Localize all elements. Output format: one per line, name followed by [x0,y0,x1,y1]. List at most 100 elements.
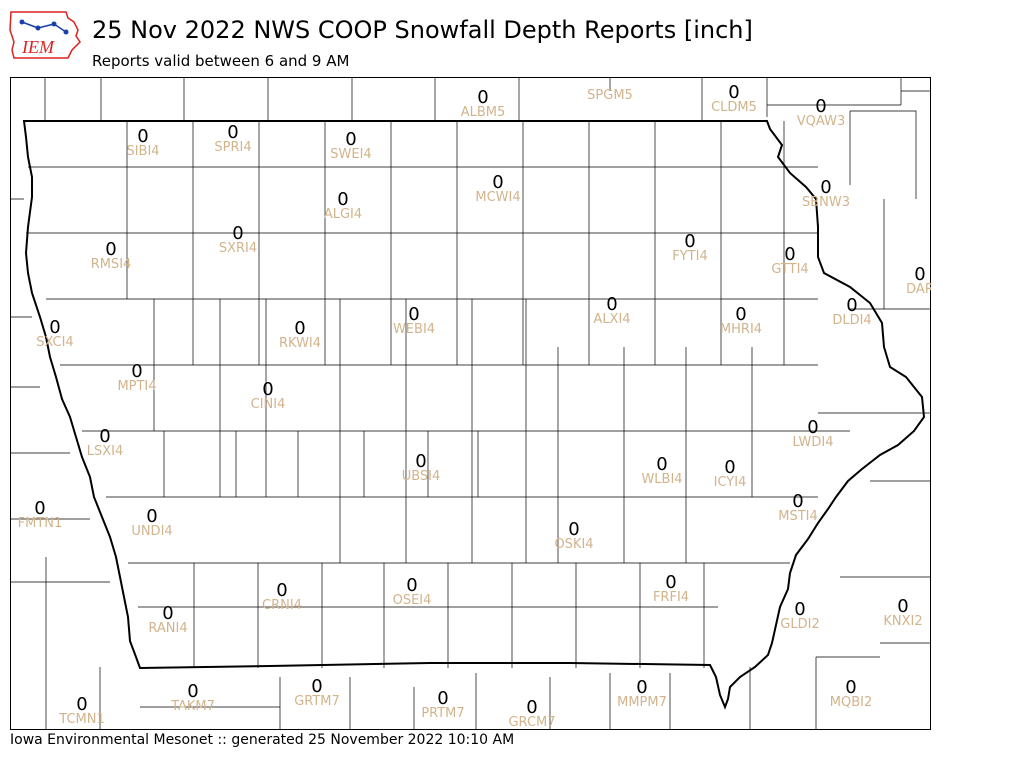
station-id-label: MSTI4 [778,509,818,524]
map-subtitle: Reports valid between 6 and 9 AM [92,52,350,70]
station-id-label: TCMN1 [58,712,104,727]
snowfall-map: 0 ALBM5 SPGM5 0 CLDM5 0 VQAW3 0 SIBI4 0 SPRI4 0 SWEI… [10,77,931,730]
station-value: 0 [656,454,667,475]
station-value: 0 [227,122,238,143]
station-value: 0 [784,244,795,265]
neighbor-county-lines [10,77,931,318]
station-id-label: OSEI4 [393,593,432,608]
station-id-label: FYTI4 [672,249,707,264]
station-value: 0 [665,572,676,593]
station-id-label: SIBI4 [126,144,159,159]
station-id-label: UNDI4 [131,524,172,539]
station-value: 0 [232,223,243,244]
station-value: 0 [794,599,805,620]
station-id-label: KNXI2 [883,614,922,629]
station-id-label: MQBI2 [830,695,872,710]
station-value: 0 [845,677,856,698]
station-value: 0 [406,575,417,596]
station-id-label: ALBM5 [461,105,506,120]
station-id-label: SXRI4 [219,241,257,256]
station-value: 0 [846,295,857,316]
station-spgm5: SPGM5 [587,88,633,103]
station-id-label: MHRI4 [720,322,762,337]
station-id-label: OSKI4 [554,537,593,552]
station-id-label: ICYI4 [714,475,747,490]
station-id-label: RMSI4 [91,257,132,272]
station-id-label: SXCI4 [36,335,73,350]
station-id-label: DAR [906,282,931,297]
station-value: 0 [408,304,419,325]
station-value: 0 [131,361,142,382]
station-value: 0 [99,426,110,447]
station-id-label: FMTN1 [18,516,63,531]
station-id-label: UBSI4 [402,469,441,484]
station-id-label: SWEI4 [330,147,371,162]
iowa-state-boundary [22,120,926,710]
station-id-label: GRCM7 [508,715,555,730]
station-value: 0 [792,491,803,512]
station-id-label: ALGI4 [324,207,362,222]
station-id-label: SBNW3 [802,195,850,210]
station-value: 0 [345,129,356,150]
station-value: 0 [187,681,198,702]
station-value: 0 [311,676,322,697]
station-value: 0 [477,87,488,108]
station-id-label: TAKM7 [170,699,215,714]
station-id-label: WEBI4 [393,322,435,337]
station-id-label: VQAW3 [797,114,845,129]
map-title: 25 Nov 2022 NWS COOP Snowfall Depth Repo… [92,16,753,44]
station-id-label: WLBI4 [641,472,682,487]
station-value: 0 [897,596,908,617]
station-id-label: SPRI4 [214,140,251,155]
station-value: 0 [526,697,537,718]
station-value: 0 [294,318,305,339]
station-id-label: LSXI4 [87,444,124,459]
station-value: 0 [276,580,287,601]
station-id-label: GRTM7 [294,694,340,709]
station-id-label: MPTI4 [117,379,156,394]
station-id-label: FRFI4 [653,590,689,605]
station-id-label: MCWI4 [475,190,520,205]
station-id-label: LWDI4 [792,435,833,450]
station-value: 0 [606,294,617,315]
station-value: 0 [724,457,735,478]
station-value: 0 [146,506,157,527]
station-value: 0 [492,172,503,193]
station-id-label: CRNI4 [262,598,302,613]
station-value: 0 [636,677,647,698]
station-value: 0 [815,96,826,117]
station-id-label: GTTI4 [771,262,808,277]
station-id-label: PRTM7 [421,706,464,721]
